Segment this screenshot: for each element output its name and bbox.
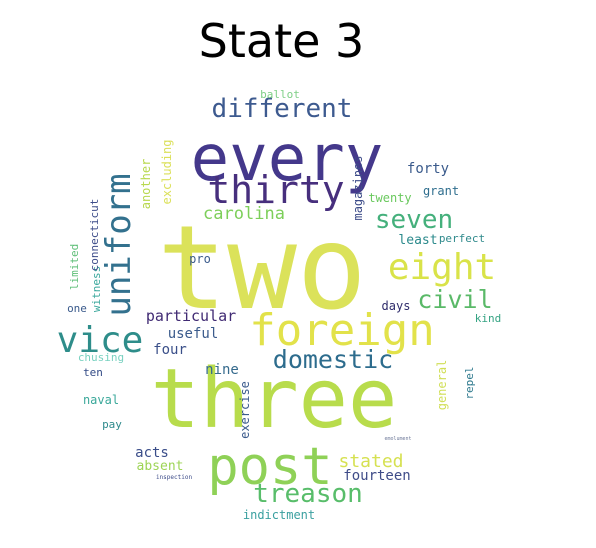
word-naval: naval [83,393,119,407]
word-twenty: twenty [368,191,411,205]
chart-title: State 3 [198,14,365,68]
word-foreign: foreign [249,305,434,356]
word-stated: stated [338,451,403,472]
word-excluding: excluding [160,139,174,204]
word-connecticut: connecticut [88,199,101,272]
word-civil: civil [417,285,492,314]
word-grant: grant [423,184,459,198]
word-four: four [153,342,187,358]
word-post: post [207,437,332,497]
word-indictment: indictment [243,508,315,522]
word-witness: witness [90,266,103,312]
word-kind: kind [475,312,502,325]
word-absent: absent [137,459,184,474]
word-layer: two three every foreign post thirty diff… [57,88,502,522]
word-magazines: magazines [351,155,365,220]
word-chusing: chusing [78,351,124,364]
word-particular: particular [146,307,236,325]
word-ten: ten [83,366,103,379]
word-different: different [212,94,353,124]
word-two: two [157,201,367,336]
word-pay: pay [102,418,122,431]
word-fourteen: fourteen [343,468,410,484]
word-emolument: emolument [384,436,411,442]
word-inspection: inspection [156,474,193,481]
word-useful: useful [168,326,219,342]
word-ballot: ballot [260,88,300,101]
word-another: another [139,159,153,210]
word-repel: repel [463,366,476,399]
word-treason: treason [253,479,363,509]
word-limited: limited [68,244,81,290]
word-vice: vice [57,320,144,361]
word-uniform: uniform [99,173,139,316]
word-eight: eight [388,247,496,288]
word-three: three [151,352,398,447]
word-pro: pro [189,252,211,266]
word-nine: nine [205,362,239,378]
word-forty: forty [407,161,449,177]
word-perfect: perfect [439,232,485,245]
word-seven: seven [375,205,453,235]
word-acts: acts [135,445,169,461]
word-domestic: domestic [273,345,393,374]
word-general: general [435,360,449,411]
word-least: least [398,233,437,248]
word-exercise: exercise [238,381,252,439]
word-one: one [67,302,87,315]
word-thirty: thirty [207,168,344,212]
word-carolina: carolina [203,204,285,224]
word-days: days [382,299,411,313]
word-every: every [191,122,384,196]
